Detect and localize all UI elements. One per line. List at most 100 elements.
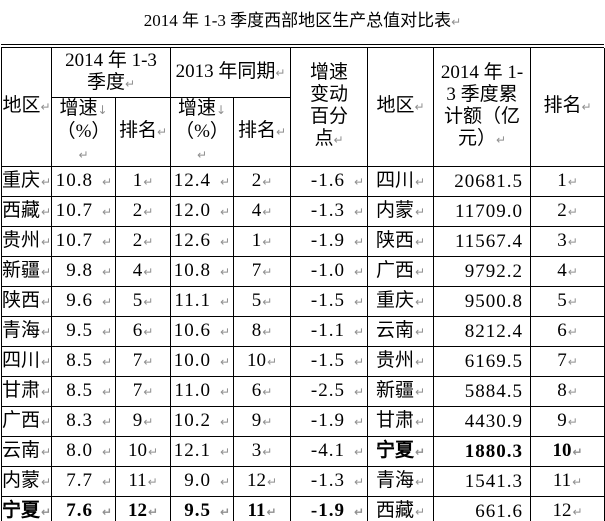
header-text: 2013 年同期	[175, 60, 276, 82]
header-region-left: 地区↵	[1, 48, 52, 167]
cell-text: 重庆	[375, 289, 414, 311]
paragraph-mark-icon: ↵	[41, 444, 52, 459]
value-cell: -1.3 ↵	[290, 195, 369, 227]
cell-text: -2.5	[310, 379, 345, 401]
paragraph-mark-icon: ↵	[451, 15, 462, 29]
value-cell: 1↵	[114, 165, 172, 197]
cell-text: 1	[132, 169, 143, 191]
value-cell: 9500.8	[433, 285, 532, 317]
cell-text: 11	[552, 469, 572, 491]
value-cell: 9.8 ↵	[51, 255, 116, 287]
paragraph-mark-icon: ↵	[262, 384, 273, 399]
value-cell: 9↵	[530, 405, 605, 437]
value-cell: 4↵	[530, 255, 605, 287]
cell-text: -1.6	[310, 169, 345, 191]
cell-text: 20681.5	[454, 170, 524, 192]
paragraph-mark-icon: ↵	[567, 384, 578, 399]
cell-text: 5	[557, 289, 567, 311]
value-cell: 10.6 ↵	[170, 315, 235, 347]
cell-text: 8212.4	[464, 320, 524, 342]
cell-text: -1.9	[310, 409, 345, 431]
table-row: 内蒙↵ 7.7 ↵ 11↵ 9.0 ↵ 12↵ -1.3 ↵ 青海↵ 1541.3 11↵	[1, 465, 605, 497]
cell-text: 7	[132, 349, 143, 371]
value-cell: 5↵	[233, 285, 292, 317]
region-cell: 贵州↵	[1, 225, 52, 257]
header-text: 排名	[118, 120, 157, 141]
header-row-groups: 地区↵ 2014 年 1-3 季度↵ 2013 年同期↵ 增速变动百分点↵ 地区…	[1, 48, 605, 167]
paragraph-mark-icon: ↵	[101, 504, 112, 519]
paragraph-mark-icon: ↵	[219, 264, 231, 279]
value-cell: 11.0 ↵	[170, 375, 235, 407]
paragraph-mark-icon: ↵	[275, 65, 286, 80]
region-cell: 重庆↵	[1, 165, 52, 197]
cell-text: 9.5	[66, 319, 93, 341]
paragraph-mark-icon: ↵	[101, 384, 112, 399]
value-cell: 9↵	[114, 405, 172, 437]
paragraph-mark-icon: ↵	[101, 444, 112, 459]
cell-text: 11709.0	[454, 200, 524, 222]
cell-text: -1.3	[310, 469, 345, 491]
paragraph-mark-icon: ↵	[262, 444, 273, 459]
table-wrapper: 地区↵ 2014 年 1-3 季度↵ 2013 年同期↵ 增速变动百分点↵ 地区…	[1, 44, 605, 521]
value-cell: 2↵	[530, 195, 605, 227]
cell-text: 12.4	[173, 169, 211, 191]
cell-text: 陕西	[2, 289, 41, 311]
value-cell: -4.1 ↵	[290, 435, 369, 467]
cell-text: 宁夏	[2, 499, 41, 521]
cell-text: 6169.5	[464, 350, 524, 372]
paragraph-mark-icon: ↵	[262, 174, 273, 189]
cell-text: 8.5	[66, 379, 93, 401]
cell-text: 广西	[2, 409, 41, 431]
paragraph-mark-icon: ↵	[353, 354, 365, 369]
paragraph-mark-icon: ↵	[41, 354, 52, 369]
cell-text: 新疆	[375, 379, 414, 401]
paragraph-mark-icon: ↵	[572, 444, 583, 459]
paragraph-mark-icon: ↵	[219, 234, 231, 249]
value-cell: 9.0 ↵	[170, 465, 235, 497]
cell-text: 5	[251, 289, 262, 311]
paragraph-mark-icon: ↵	[101, 204, 112, 219]
cell-text: 10.0	[173, 349, 211, 371]
header-region-right: 地区↵	[367, 48, 435, 167]
cell-text: 10.2	[173, 409, 211, 431]
value-cell: 4↵	[233, 195, 292, 227]
value-cell: -1.0 ↵	[290, 255, 369, 287]
region-cell: 贵州↵	[367, 345, 435, 377]
value-cell: 8212.4	[433, 315, 532, 347]
paragraph-mark-icon: ↵	[567, 354, 578, 369]
value-cell: -1.6 ↵	[290, 165, 369, 197]
cell-text: 青海	[2, 319, 41, 341]
paragraph-mark-icon: ↵	[219, 444, 231, 459]
paragraph-mark-icon: ↵	[415, 504, 426, 519]
paragraph-mark-icon: ↵	[41, 294, 52, 309]
region-cell: 宁夏↵	[367, 435, 435, 467]
value-cell: 11↵	[530, 465, 605, 497]
value-cell: 10↵	[114, 435, 172, 467]
cell-text: 陕西	[375, 229, 414, 251]
paragraph-mark-icon: ↵	[41, 474, 52, 489]
header-text: 增速	[177, 97, 216, 119]
header-growth-2014: 增速↓ （%） ↵	[51, 96, 116, 167]
paragraph-mark-icon: ↵	[415, 444, 426, 459]
value-cell: 10.8 ↵	[51, 165, 116, 197]
region-cell: 西藏↵	[1, 195, 52, 227]
cell-text: 10	[246, 349, 266, 371]
cell-text: 661.6	[475, 500, 524, 521]
region-cell: 新疆↵	[367, 375, 435, 407]
cell-text: -4.1	[310, 439, 345, 461]
paragraph-mark-icon: ↵	[415, 354, 426, 369]
cell-text: 7	[132, 379, 143, 401]
paragraph-mark-icon: ↵	[266, 474, 278, 489]
paragraph-mark-icon: ↵	[143, 264, 154, 279]
value-cell: 8↵	[530, 375, 605, 407]
cell-text: 11.0	[174, 379, 211, 401]
cell-text: 内蒙	[375, 199, 414, 221]
cell-text: 6	[132, 319, 143, 341]
value-cell: 12↵	[114, 495, 172, 521]
cell-text: 1	[557, 169, 567, 191]
paragraph-mark-icon: ↵	[353, 384, 365, 399]
paragraph-mark-icon: ↵	[353, 264, 365, 279]
table-row: 宁夏↵ 7.6 ↵ 12↵ 9.5 ↵ 11↵ -1.9 ↵ 西藏↵ 661.6 12↵	[1, 495, 605, 521]
paragraph-mark-icon: ↵	[567, 174, 578, 189]
cell-text: 1	[251, 229, 262, 251]
